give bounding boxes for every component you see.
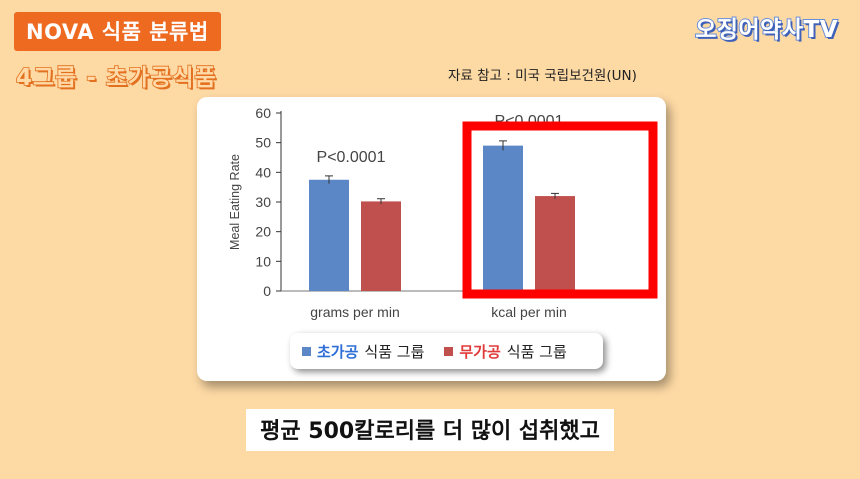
bar-chart: 0 10 20 30 40 50 60 Meal Eating Rate grams per m… [228, 105, 658, 320]
legend-swatch-ultra [302, 346, 311, 356]
y-tick-label: 60 [255, 105, 271, 121]
y-tick-label: 50 [255, 135, 271, 151]
subtitle: 4그룹 - 초가공식품 [15, 64, 217, 92]
legend-label-ultra: 초가공 [317, 342, 359, 361]
y-tick-label: 30 [255, 194, 271, 210]
y-tick-label: 10 [255, 253, 271, 269]
legend-swatch-unprocessed [444, 346, 454, 356]
legend-item-unprocessed: 무가공 식품 그룹 [444, 341, 567, 362]
legend-item-ultra: 초가공 식품 그룹 [302, 341, 424, 362]
legend-label-ultra-rest: 식품 그룹 [364, 342, 425, 361]
bar [483, 145, 523, 291]
x-tick-label: grams per min [310, 304, 399, 320]
bar [309, 179, 349, 291]
x-tick-label: kcal per min [491, 304, 566, 320]
legend: 초가공 식품 그룹 무가공 식품 그룹 [290, 333, 603, 369]
y-tick-label: 0 [263, 283, 271, 299]
y-tick-label: 20 [255, 224, 271, 240]
bar [361, 201, 401, 291]
legend-label-unprocessed-rest: 식품 그룹 [506, 342, 567, 361]
subtitle-caption-wrap: 평균 500칼로리를 더 많이 섭취했고 [0, 409, 860, 451]
highlight-box [462, 121, 658, 299]
source-note: 자료 참고 : 미국 국립보건원(UN) [448, 68, 637, 84]
legend-label-unprocessed: 무가공 [459, 342, 501, 361]
channel-brand: 오징어약사TV [694, 16, 838, 44]
bar [535, 196, 575, 291]
y-axis-label: Meal Eating Rate [228, 154, 242, 250]
title-badge: NOVA 식품 분류법 [14, 12, 221, 51]
p-value-annotation: P<0.0001 [317, 149, 386, 166]
subtitle-caption: 평균 500칼로리를 더 많이 섭취했고 [246, 409, 614, 451]
y-tick-label: 40 [255, 164, 271, 180]
